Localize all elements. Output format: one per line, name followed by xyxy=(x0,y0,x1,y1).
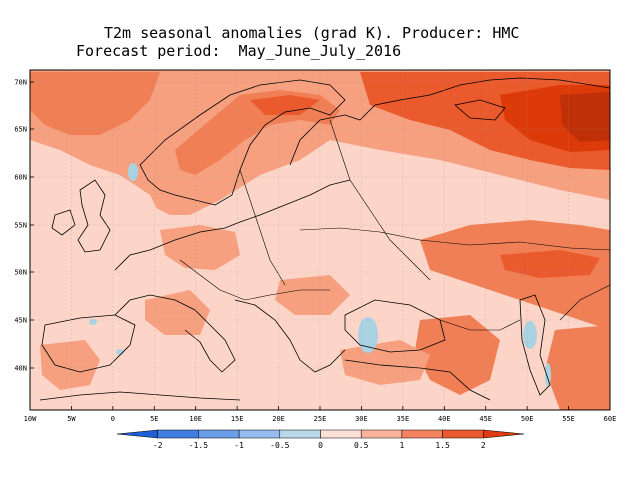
longitude-label: 5E xyxy=(150,415,158,423)
negative-anomaly-spot xyxy=(523,321,537,349)
coastlines xyxy=(39,77,610,401)
negative-anomaly-spot xyxy=(128,163,138,181)
latitude-label: 70N xyxy=(14,79,27,87)
anomaly-field xyxy=(30,70,610,410)
anomaly-zone-southeast xyxy=(545,325,610,410)
anomaly-zone-north-coast xyxy=(250,95,320,115)
colorbar-swatch xyxy=(483,429,525,439)
latitude-label: 45N xyxy=(14,317,27,325)
map-title: T2m seasonal anomalies (grad K). Produce… xyxy=(104,24,520,42)
latitude-label: 55N xyxy=(14,222,27,230)
colorbar-swatch xyxy=(442,429,484,439)
colorbar-tick-label: -0.5 xyxy=(270,441,289,450)
anomaly-zone-russia-max xyxy=(560,92,610,142)
anomaly-zone-iberia xyxy=(40,340,100,390)
anomaly-zone-caucasus xyxy=(415,315,500,395)
latitude-label: 50N xyxy=(14,269,27,277)
longitude-label: 5W xyxy=(67,415,76,423)
longitude-label: 0 xyxy=(111,415,115,423)
anomaly-zone-balkans xyxy=(275,275,350,315)
anomaly-zone-west-europe xyxy=(160,225,240,270)
latitude-label: 60N xyxy=(14,174,27,182)
colorbar: -2 -1.5 -1 -0.5 0 0.5 1 1.5 2 xyxy=(116,429,525,450)
longitude-label: 55E xyxy=(562,415,575,423)
colorbar-swatch xyxy=(157,429,199,439)
anomaly-zone-east-core xyxy=(500,250,600,278)
longitude-labels: 10W 5W 0 5E 10E 15E 20E 25E 30E 35E 40E 45E 50E 55E 60… xyxy=(24,406,617,423)
negative-anomaly-spot xyxy=(545,363,551,387)
longitude-label: 30E xyxy=(355,415,368,423)
longitude-label: 50E xyxy=(521,415,534,423)
longitude-label: 35E xyxy=(397,415,410,423)
anomaly-zone-central-europe xyxy=(85,195,420,300)
longitude-label: 15E xyxy=(231,415,244,423)
latitude-label: 65N xyxy=(14,126,27,134)
colorbar-tick-label: 0.5 xyxy=(354,441,369,450)
anomaly-zone-south-central xyxy=(145,290,210,335)
colorbar-tick-label: 1 xyxy=(399,441,404,450)
colorbar-tick-label: -2 xyxy=(153,441,163,450)
colorbar-swatch xyxy=(198,429,240,439)
colorbar-swatch xyxy=(320,429,362,439)
longitude-label: 60E xyxy=(604,415,617,423)
colorbar-tick-label: 2 xyxy=(481,441,486,450)
longitude-label: 40E xyxy=(438,415,451,423)
latitude-labels: 70N 65N 60N 55N 50N 45N 40N xyxy=(14,79,34,373)
anomaly-zone-atlantic xyxy=(30,72,160,135)
negative-anomaly-spot xyxy=(89,319,97,325)
longitude-label: 20E xyxy=(272,415,285,423)
longitude-label: 45E xyxy=(479,415,492,423)
colorbar-swatch xyxy=(401,429,443,439)
negative-anomaly-spot xyxy=(358,317,378,353)
forecast-period: Forecast period: May_June_July_2016 xyxy=(76,42,402,60)
colorbar-tick-label: 0 xyxy=(318,441,323,450)
longitude-label: 10E xyxy=(189,415,202,423)
graticule xyxy=(30,70,610,410)
colorbar-swatch xyxy=(360,429,403,439)
anomaly-zone-east-europe xyxy=(420,220,610,330)
longitude-label: 25E xyxy=(314,415,327,423)
colorbar-swatch xyxy=(279,429,321,439)
anomaly-zone-turkey xyxy=(340,340,430,385)
colorbar-swatch xyxy=(116,429,158,439)
colorbar-tick-label: -1.5 xyxy=(189,441,208,450)
longitude-label: 10W xyxy=(24,415,37,423)
latitude-label: 40N xyxy=(14,365,27,373)
colorbar-tick-label: -1 xyxy=(234,441,244,450)
colorbar-tick-label: 1.5 xyxy=(435,441,450,450)
colorbar-swatch xyxy=(238,429,281,439)
